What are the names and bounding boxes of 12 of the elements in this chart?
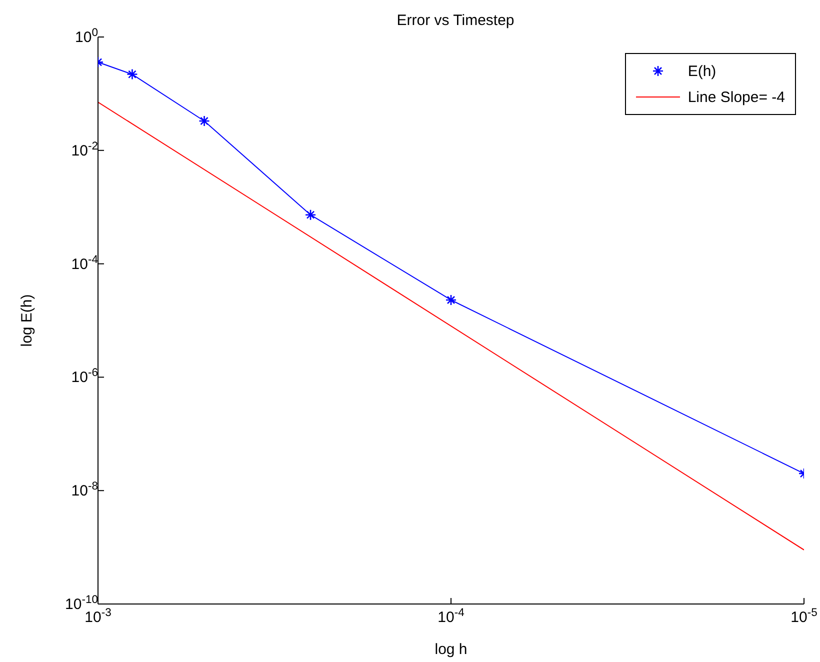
y-tick-label: 10$^{0}$ bbox=[75, 27, 98, 46]
x-tick-label: 10$^{-4}$ bbox=[438, 607, 464, 626]
y-tick-label: 10$^{-8}$ bbox=[71, 480, 98, 500]
y-tick-label: 10$^{-6}$ bbox=[71, 367, 98, 386]
y-axis-title: log E(h) bbox=[18, 294, 36, 347]
y-tick-label: 10$^{-2}$ bbox=[71, 140, 98, 160]
chart-title: Error vs Timestep bbox=[396, 12, 516, 29]
x-axis-title: log h bbox=[434, 641, 468, 658]
legend-label: E(h) bbox=[688, 62, 716, 80]
legend-label: Line Slope= -4 bbox=[688, 88, 785, 106]
x-tick-label: 10$^{-5}$ bbox=[790, 607, 818, 626]
y-tick-label: 10$^{-4}$ bbox=[71, 254, 98, 273]
